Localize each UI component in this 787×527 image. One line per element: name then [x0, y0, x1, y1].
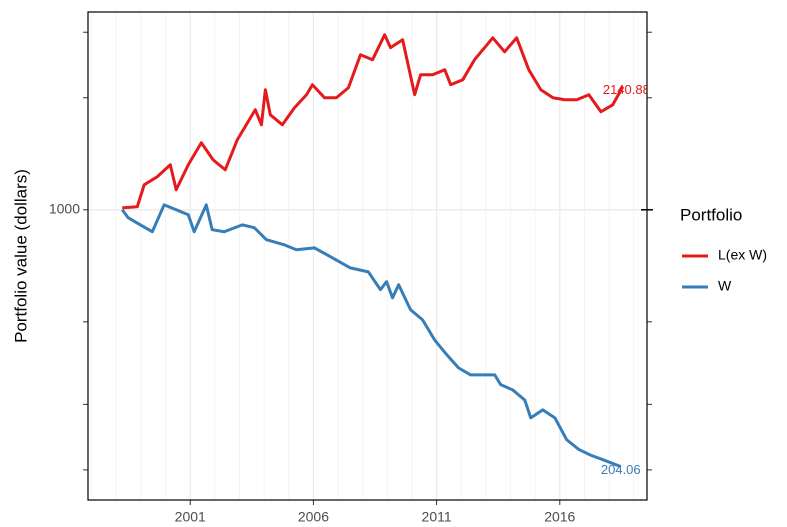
x-tick-label: 2006 — [298, 509, 329, 525]
end-label: 204.06 — [601, 462, 641, 477]
legend-title: Portfolio — [680, 205, 742, 224]
x-tick-label: 2001 — [175, 509, 206, 525]
series-line — [122, 33, 625, 210]
legend-label: W — [718, 278, 732, 294]
x-tick-label: 2016 — [544, 509, 575, 525]
x-tick-label: 2011 — [422, 509, 452, 525]
legend-label: L(ex W) — [718, 247, 767, 263]
series-layer: 2140.88 204.06 — [121, 33, 650, 477]
plot-border — [87, 11, 648, 501]
y-tick-label: 1000 — [49, 200, 80, 216]
y-axis-title: Portfolio value (dollars) — [11, 169, 30, 343]
series-line — [121, 203, 622, 469]
end-label: 2140.88 — [603, 82, 650, 97]
